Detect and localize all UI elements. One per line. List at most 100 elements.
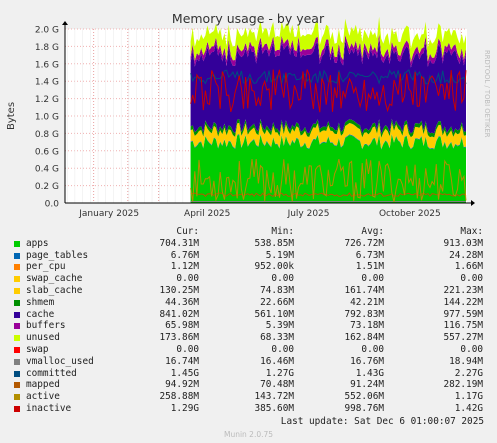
avg-value: 1.51M (355, 261, 384, 273)
cur-value: 1.45G (170, 367, 199, 379)
area-slab-cache (190, 122, 466, 149)
header-max: Max: (460, 226, 483, 237)
munin-version: Munin 2.0.75 (223, 430, 274, 439)
legend-row-page-tables: page_tables 6.76M 5.19M 6.73M 24.28M (14, 250, 492, 262)
y-tick-label: 0.2 G (35, 182, 59, 192)
y-tick-label: 0.6 G (35, 147, 59, 157)
cur-value: 0.00 (176, 273, 199, 285)
y-axis-arrow (62, 21, 68, 25)
max-value: 116.75M (443, 320, 483, 332)
series-name: vmalloc_used (26, 355, 94, 367)
legend-swatch (14, 335, 20, 342)
legend-swatch (14, 346, 20, 353)
avg-value: 73.18M (350, 320, 384, 332)
max-value: 282.19M (443, 379, 483, 391)
min-value: 74.83M (260, 284, 294, 296)
chart-title: Memory usage - by year (172, 11, 325, 26)
y-tick-label: 1.4 G (35, 78, 59, 88)
legend-row-buffers: buffers 65.98M 5.39M 73.18M 116.75M (14, 320, 492, 332)
min-value: 143.72M (254, 391, 294, 403)
area-page-tables (190, 134, 466, 150)
legend-swatch (14, 382, 20, 389)
min-value: 538.85M (254, 237, 294, 249)
series-lines (190, 69, 467, 203)
legend-swatch (14, 394, 20, 401)
cur-value: 704.31M (159, 237, 199, 249)
legend-swatch (14, 311, 20, 318)
avg-value: 0.00 (361, 273, 384, 285)
legend-swatch (14, 276, 20, 283)
legend-row-unused: unused 173.86M 68.33M 162.84M 557.27M (14, 332, 492, 344)
y-tick-labels: 0.0 0.2 G 0.4 G 0.6 G 0.8 G 1.0 G 1.2 G 1.4 G 1.… (35, 26, 59, 210)
y-tick-label: 0.0 (45, 200, 60, 210)
legend-swatch (14, 287, 20, 294)
legend-row-active: active 258.88M 143.72M 552.06M 1.17G (14, 391, 492, 403)
max-value: 1.17G (454, 391, 483, 403)
x-tick-labels: January 2025 April 2025 July 2025 October 2… (78, 209, 441, 219)
max-value: 1.42G (454, 402, 483, 414)
avg-value: 161.74M (344, 284, 384, 296)
cur-value: 65.98M (165, 320, 199, 332)
legend-header: Cur: Min: Avg: Max: (14, 226, 492, 238)
legend-row-mapped: mapped 94.92M 70.48M 91.24M 282.19M (14, 379, 492, 391)
area-buffers (190, 33, 466, 68)
cur-value: 94.92M (165, 379, 199, 391)
x-tick-label: July 2025 (287, 209, 330, 219)
max-value: 913.03M (443, 237, 483, 249)
min-value: 952.00k (254, 261, 294, 273)
line-inactive (190, 69, 467, 113)
min-value: 70.48M (260, 379, 294, 391)
max-value: 144.22M (443, 296, 483, 308)
max-value: 557.27M (443, 332, 483, 344)
y-tick-label: 1.6 G (35, 60, 59, 70)
series-name: slab_cache (26, 284, 83, 296)
avg-value: 1.43G (355, 367, 384, 379)
axes (62, 21, 475, 206)
cur-value: 173.86M (159, 332, 199, 344)
cur-value: 44.36M (165, 296, 199, 308)
legend-swatch (14, 299, 20, 306)
min-value: 561.10M (254, 308, 294, 320)
min-value: 68.33M (260, 332, 294, 344)
series-name: unused (26, 332, 60, 344)
series-name: per_cpu (26, 261, 66, 273)
cur-value: 1.12M (170, 261, 199, 273)
x-tick-label: April 2025 (184, 209, 230, 219)
legend-swatch (14, 370, 20, 377)
max-value: 1.66M (454, 261, 483, 273)
area-shmem (190, 118, 466, 138)
max-value: 18.94M (449, 355, 483, 367)
series-name: buffers (26, 320, 66, 332)
series-name: cache (26, 308, 55, 320)
cur-value: 841.02M (159, 308, 199, 320)
min-value: 16.46M (260, 355, 294, 367)
legend-row-swap: swap 0.00 0.00 0.00 0.00 (14, 344, 492, 356)
legend-swatch (14, 323, 20, 330)
legend-swatch (14, 264, 20, 271)
legend-row-shmem: shmem 44.36M 22.66M 42.21M 144.22M (14, 297, 492, 309)
y-tick-label: 0.4 G (35, 165, 59, 175)
avg-value: 42.21M (350, 296, 384, 308)
avg-value: 792.83M (344, 308, 384, 320)
cur-value: 1.29G (170, 402, 199, 414)
min-value: 5.39M (265, 320, 294, 332)
legend-swatch (14, 252, 20, 259)
y-tick-label: 1.0 G (35, 113, 59, 123)
rrdtool-credit: RRDTOOL / TOBI OETIKER (483, 50, 491, 138)
memory-usage-chart: 0.0 0.2 G 0.4 G 0.6 G 0.8 G 1.0 G 1.2 G 1.4 G 1.… (6, 11, 491, 219)
series-name: active (26, 391, 60, 403)
max-value: 221.23M (443, 284, 483, 296)
cur-value: 6.76M (170, 249, 199, 261)
min-value: 385.60M (254, 402, 294, 414)
legend-row-inactive: inactive 1.29G 385.60M 998.76M 1.42G (14, 403, 492, 415)
legend-swatch (14, 405, 20, 412)
series-name: inactive (26, 402, 72, 414)
last-update: Last update: Sat Dec 6 01:00:07 2025 (280, 416, 484, 427)
legend-row-apps: apps 704.31M 538.85M 726.72M 913.03M (14, 238, 492, 250)
x-tick-label: January 2025 (78, 209, 139, 219)
legend: Cur: Min: Avg: Max: apps 704.31M 538.85M 72… (14, 226, 492, 415)
max-value: 0.00 (460, 343, 483, 355)
series-name: swap_cache (26, 273, 83, 285)
cur-value: 0.00 (176, 343, 199, 355)
avg-value: 0.00 (361, 343, 384, 355)
